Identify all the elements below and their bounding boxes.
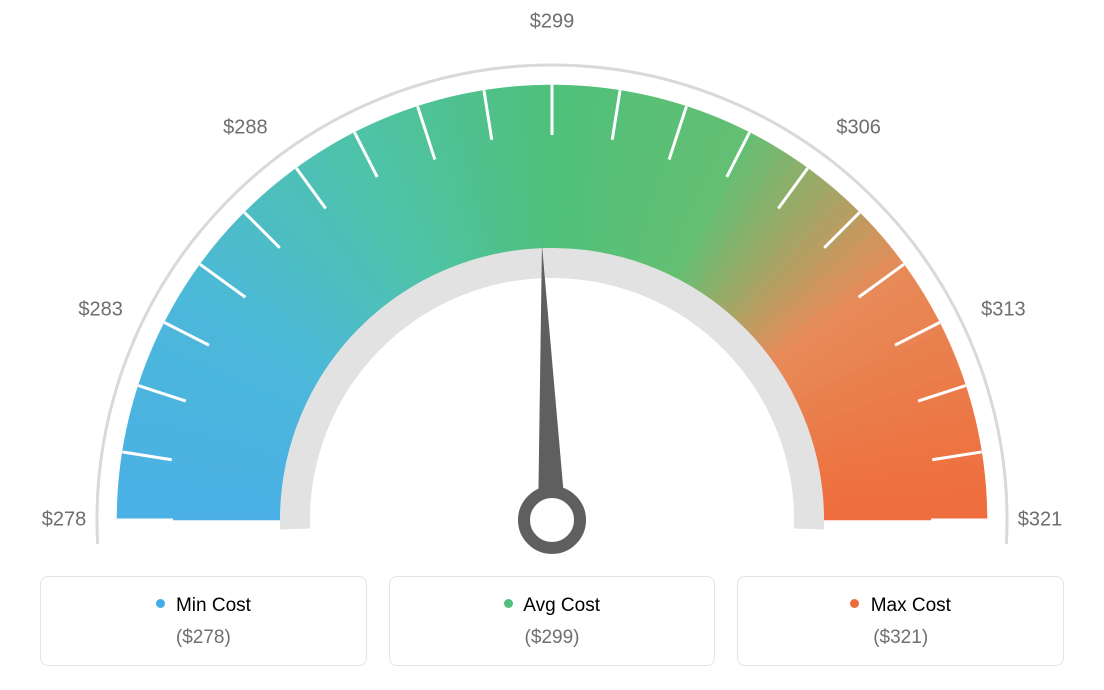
gauge-area: $278 $283 $288 $299 $306 $313 $321 bbox=[0, 0, 1104, 560]
gauge-tick-label: $283 bbox=[78, 298, 123, 321]
legend-avg-value: ($299) bbox=[400, 627, 705, 649]
legend-max-value: ($321) bbox=[748, 627, 1053, 649]
cost-gauge-chart: $278 $283 $288 $299 $306 $313 $321 Min Cost ($… bbox=[0, 0, 1104, 690]
gauge-tick-label: $306 bbox=[836, 116, 881, 139]
gauge-tick-label: $313 bbox=[981, 298, 1026, 321]
legend-card-max: Max Cost ($321) bbox=[737, 576, 1064, 666]
legend-card-avg: Avg Cost ($299) bbox=[389, 576, 716, 666]
gauge-tick-label: $278 bbox=[42, 509, 87, 532]
legend-max-title: Max Cost bbox=[748, 595, 1053, 617]
gauge-tick-label: $288 bbox=[223, 116, 268, 139]
gauge-tick-label: $299 bbox=[530, 11, 575, 34]
legend-avg-label: Avg Cost bbox=[523, 595, 600, 616]
gauge-svg bbox=[0, 0, 1104, 560]
dot-icon-avg bbox=[504, 599, 513, 608]
dot-icon-min bbox=[156, 599, 165, 608]
gauge-tick-label: $321 bbox=[1018, 509, 1063, 532]
legend-max-label: Max Cost bbox=[871, 595, 951, 616]
legend-avg-title: Avg Cost bbox=[400, 595, 705, 617]
legend-min-title: Min Cost bbox=[51, 595, 356, 617]
legend-min-value: ($278) bbox=[51, 627, 356, 649]
legend-row: Min Cost ($278) Avg Cost ($299) Max Cost… bbox=[40, 576, 1064, 666]
dot-icon-max bbox=[850, 599, 859, 608]
legend-min-label: Min Cost bbox=[176, 595, 251, 616]
legend-card-min: Min Cost ($278) bbox=[40, 576, 367, 666]
